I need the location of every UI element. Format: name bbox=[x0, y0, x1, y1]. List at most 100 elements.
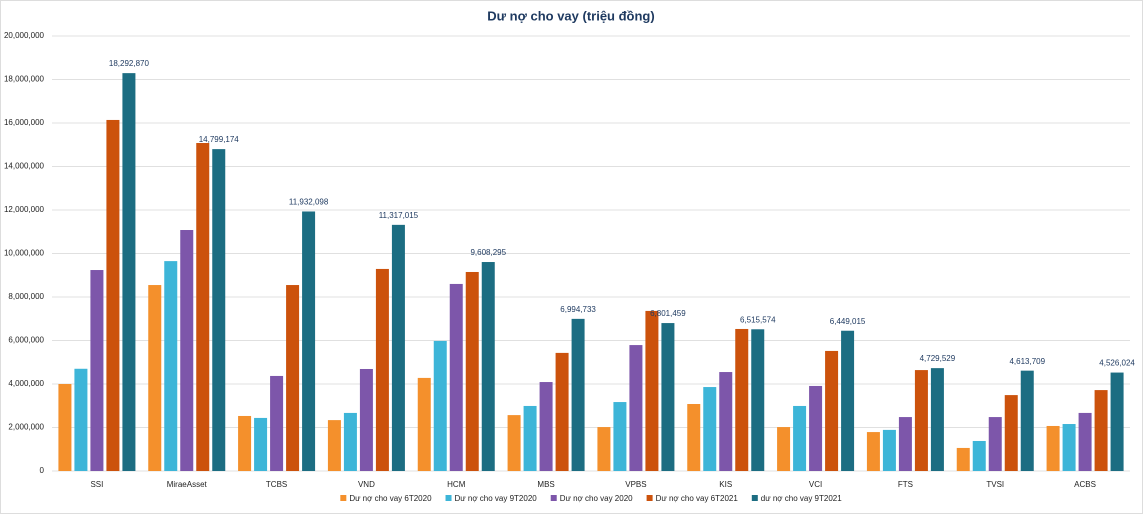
y-tick-label: 20,000,000 bbox=[4, 31, 45, 40]
bar bbox=[539, 382, 553, 471]
y-tick-label: 18,000,000 bbox=[4, 75, 45, 84]
bar bbox=[825, 350, 839, 471]
bar bbox=[735, 328, 749, 471]
bar bbox=[465, 271, 479, 471]
y-tick-label: 0 bbox=[40, 466, 45, 475]
data-label: 6,515,574 bbox=[740, 315, 776, 324]
data-label: 14,799,174 bbox=[199, 135, 240, 144]
bar bbox=[571, 318, 585, 471]
bar bbox=[809, 385, 823, 471]
bar bbox=[1078, 412, 1092, 471]
bar bbox=[719, 372, 733, 471]
bar bbox=[122, 73, 136, 472]
bar bbox=[523, 405, 537, 471]
bar bbox=[841, 330, 855, 471]
bar bbox=[449, 283, 463, 471]
bar bbox=[90, 270, 104, 471]
bar bbox=[417, 377, 431, 471]
bar bbox=[391, 224, 405, 471]
bar bbox=[1046, 425, 1060, 471]
bar bbox=[254, 417, 268, 471]
data-label: 11,932,098 bbox=[289, 198, 329, 207]
bar bbox=[613, 402, 627, 471]
x-tick-label: KIS bbox=[719, 480, 732, 489]
bar bbox=[433, 340, 447, 471]
bar bbox=[58, 384, 72, 471]
bar bbox=[629, 345, 643, 471]
data-label: 4,526,024 bbox=[1099, 359, 1135, 368]
x-tick-label: MBS bbox=[537, 480, 554, 489]
y-tick-label: 8,000,000 bbox=[8, 292, 44, 301]
legend-swatch bbox=[751, 495, 758, 501]
data-label: 6,449,015 bbox=[830, 317, 866, 326]
bar bbox=[555, 352, 569, 471]
bar bbox=[972, 440, 986, 471]
bar bbox=[212, 149, 226, 471]
x-tick-label: FTS bbox=[898, 480, 913, 489]
x-tick-label: HCM bbox=[447, 480, 466, 489]
legend: Dư nợ cho vay 6T2020 Dư nợ cho vay 9T2020… bbox=[340, 494, 842, 503]
bar bbox=[793, 405, 807, 471]
y-tick-label: 16,000,000 bbox=[4, 118, 45, 127]
bar bbox=[914, 370, 928, 471]
bar bbox=[687, 404, 701, 471]
bar bbox=[286, 285, 300, 471]
data-label: 6,801,459 bbox=[650, 309, 686, 318]
bar bbox=[1020, 370, 1034, 471]
legend-label: Dư nợ cho vay 6T2020 bbox=[349, 494, 432, 503]
bar bbox=[661, 323, 675, 471]
bar bbox=[1110, 372, 1124, 471]
bar bbox=[751, 329, 765, 471]
legend-swatch bbox=[340, 495, 347, 501]
x-tick-label: VND bbox=[358, 480, 375, 489]
bar bbox=[866, 432, 880, 471]
y-tick-label: 4,000,000 bbox=[8, 379, 44, 388]
data-label: 4,729,529 bbox=[920, 354, 956, 363]
legend-label: dư nợ cho vay 9T2021 bbox=[761, 494, 842, 503]
bar bbox=[327, 420, 341, 471]
y-tick-label: 10,000,000 bbox=[4, 249, 45, 258]
bar bbox=[106, 119, 120, 471]
bar bbox=[270, 375, 284, 471]
x-tick-label: SSI bbox=[90, 480, 103, 489]
bar bbox=[597, 427, 611, 471]
data-label: 9,608,295 bbox=[470, 248, 506, 257]
legend-label: Dư nợ cho vay 2020 bbox=[560, 494, 633, 503]
bar bbox=[703, 387, 717, 471]
bar bbox=[988, 417, 1002, 471]
bar bbox=[164, 261, 178, 471]
bar bbox=[1062, 424, 1076, 471]
bar bbox=[375, 268, 389, 471]
y-tick-label: 12,000,000 bbox=[4, 205, 45, 214]
legend-swatch bbox=[646, 495, 653, 501]
bar bbox=[930, 368, 944, 471]
bar bbox=[148, 285, 162, 471]
x-tick-label: TVSI bbox=[986, 480, 1004, 489]
x-tick-label: ACBS bbox=[1074, 480, 1096, 489]
bar bbox=[956, 447, 970, 471]
bar bbox=[302, 211, 316, 471]
bar bbox=[882, 429, 896, 471]
bar bbox=[777, 427, 791, 471]
bar bbox=[180, 230, 194, 471]
x-tick-label: VCI bbox=[809, 480, 822, 489]
bar bbox=[196, 143, 210, 471]
chart-title: Dư nợ cho vay (triệu đồng) bbox=[487, 8, 654, 23]
bar bbox=[74, 368, 88, 471]
legend-swatch bbox=[445, 495, 452, 501]
bar bbox=[898, 417, 912, 471]
bar bbox=[1094, 390, 1108, 471]
legend-label: Dư nợ cho vay 9T2020 bbox=[455, 494, 538, 503]
bar bbox=[343, 412, 357, 471]
y-tick-label: 2,000,000 bbox=[8, 423, 44, 432]
data-label: 18,292,870 bbox=[109, 59, 150, 68]
y-tick-label: 6,000,000 bbox=[8, 336, 44, 345]
data-label: 11,317,015 bbox=[379, 211, 419, 220]
bar bbox=[645, 310, 659, 471]
data-label: 4,613,709 bbox=[1009, 357, 1045, 366]
bar bbox=[507, 415, 521, 471]
bar bbox=[359, 368, 373, 471]
legend-label: Dư nợ cho vay 6T2021 bbox=[656, 494, 739, 503]
x-tick-label: MiraeAsset bbox=[167, 480, 208, 489]
bar bbox=[238, 415, 252, 471]
